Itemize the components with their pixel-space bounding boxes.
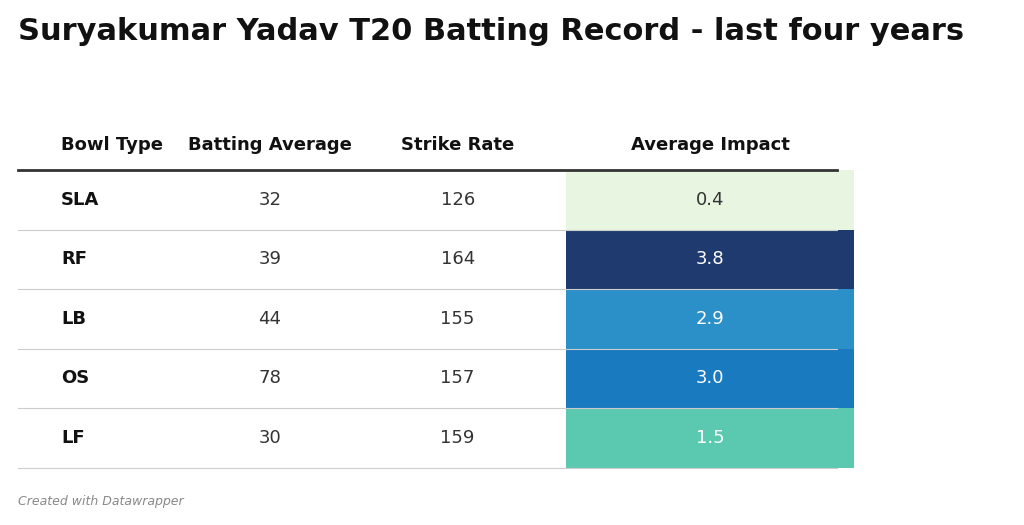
Text: Strike Rate: Strike Rate bbox=[401, 136, 514, 154]
Text: LF: LF bbox=[61, 429, 85, 447]
Text: 155: 155 bbox=[440, 310, 475, 328]
Text: 3.0: 3.0 bbox=[696, 370, 724, 387]
FancyBboxPatch shape bbox=[566, 170, 854, 229]
Text: 164: 164 bbox=[440, 250, 475, 268]
Text: 44: 44 bbox=[258, 310, 282, 328]
Text: OS: OS bbox=[61, 370, 89, 387]
Text: 3.8: 3.8 bbox=[695, 250, 724, 268]
Text: 0.4: 0.4 bbox=[696, 191, 724, 209]
Text: Batting Average: Batting Average bbox=[188, 136, 352, 154]
Text: Suryakumar Yadav T20 Batting Record - last four years: Suryakumar Yadav T20 Batting Record - la… bbox=[18, 17, 965, 46]
Text: 39: 39 bbox=[258, 250, 282, 268]
Text: Created with Datawrapper: Created with Datawrapper bbox=[18, 495, 184, 508]
Text: SLA: SLA bbox=[61, 191, 99, 209]
FancyBboxPatch shape bbox=[566, 349, 854, 408]
Text: 159: 159 bbox=[440, 429, 475, 447]
Text: Average Impact: Average Impact bbox=[631, 136, 790, 154]
FancyBboxPatch shape bbox=[566, 289, 854, 349]
Text: 126: 126 bbox=[440, 191, 475, 209]
Text: 30: 30 bbox=[259, 429, 282, 447]
Text: LB: LB bbox=[61, 310, 86, 328]
Text: 32: 32 bbox=[258, 191, 282, 209]
Text: 157: 157 bbox=[440, 370, 475, 387]
Text: RF: RF bbox=[61, 250, 87, 268]
FancyBboxPatch shape bbox=[566, 408, 854, 468]
Text: 1.5: 1.5 bbox=[695, 429, 724, 447]
FancyBboxPatch shape bbox=[566, 229, 854, 289]
Text: Bowl Type: Bowl Type bbox=[61, 136, 163, 154]
Text: 2.9: 2.9 bbox=[695, 310, 724, 328]
Text: 78: 78 bbox=[259, 370, 282, 387]
